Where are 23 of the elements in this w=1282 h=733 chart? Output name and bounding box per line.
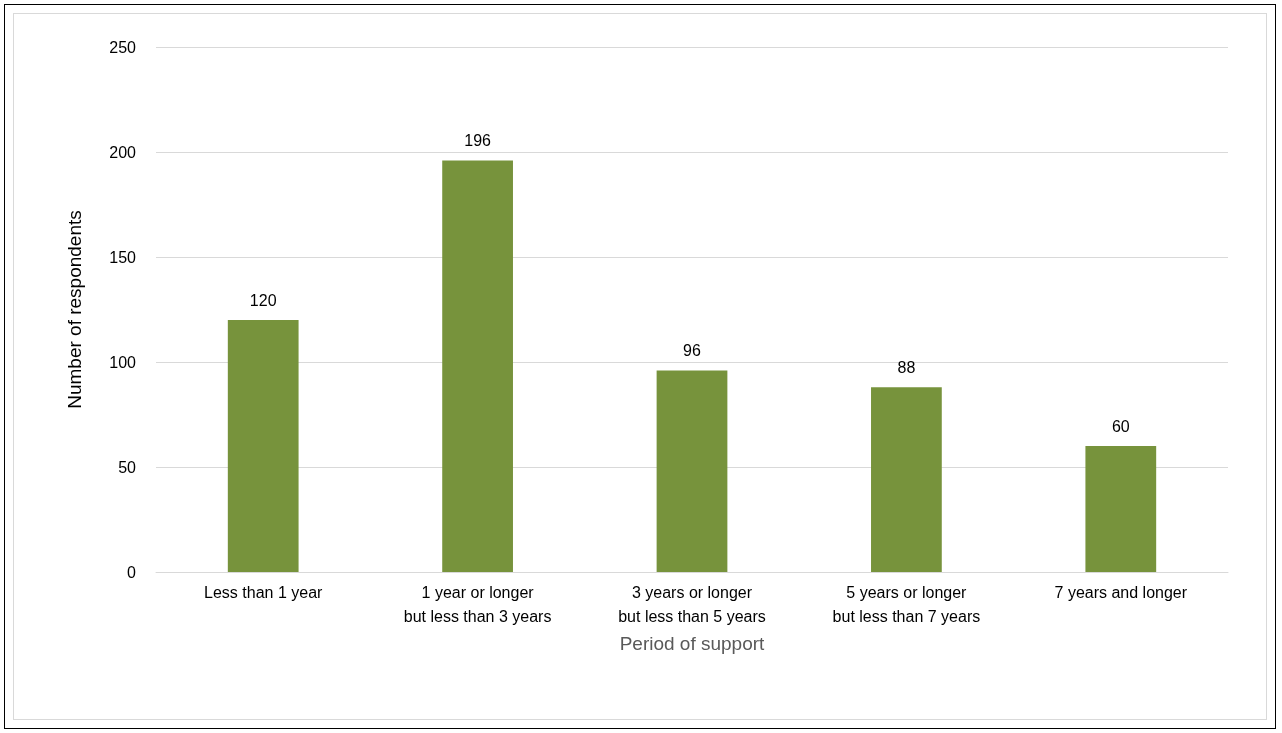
x-tick-label: Less than 1 year [204,583,324,601]
bar [1085,446,1157,572]
y-tick-label: 250 [109,38,137,56]
y-tick-label: 100 [109,353,137,371]
bar [656,370,728,572]
x-tick-label: 5 years or longer but less than 7 years [832,583,981,625]
y-tick-label: 150 [109,248,137,266]
x-tick-label: 3 years or longer but less than 5 years [618,583,766,625]
data-label: 120 [249,291,277,309]
x-tick-label: 7 years and longer [1054,583,1188,601]
x-axis-title: Period of support [619,633,766,654]
y-axis-title: Number of respondents [64,210,85,409]
y-tick-label: 50 [118,458,137,476]
data-label: 60 [1111,417,1130,435]
bar [871,387,942,572]
bar [227,320,299,572]
y-tick-label: 0 [127,563,137,581]
data-label: 88 [897,358,916,376]
data-label: 96 [683,341,701,359]
y-tick-label: 200 [109,143,137,161]
x-tick-label: 1 year or longer but less than 3 years [403,583,552,625]
data-label: 196 [464,131,492,149]
bar [442,160,513,572]
